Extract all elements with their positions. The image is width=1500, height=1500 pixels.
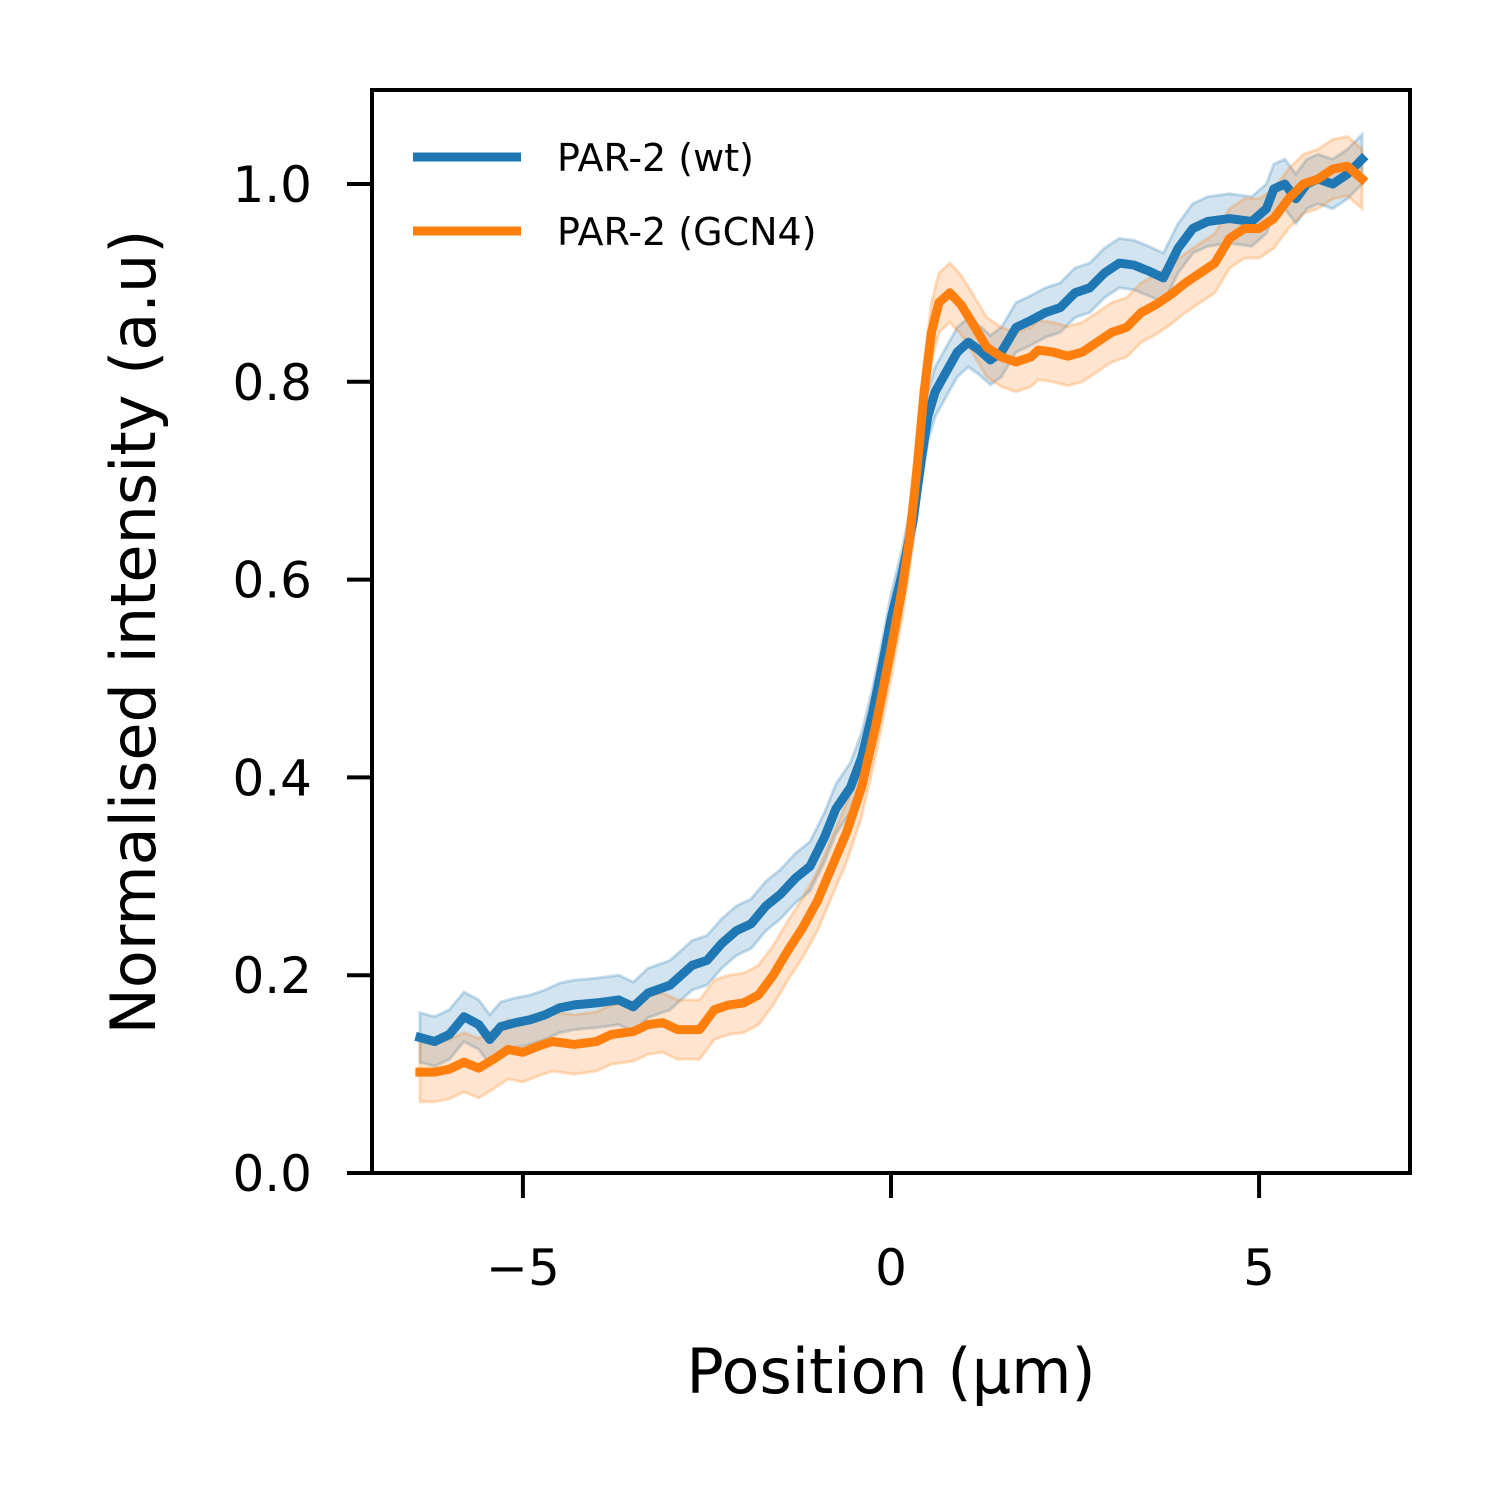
series-lines <box>414 152 1369 1077</box>
legend: PAR-2 (wt) PAR-2 (GCN4) <box>413 136 817 254</box>
x-tick-label: 0 <box>875 1239 907 1297</box>
x-axis-label: Position (μm) <box>686 1335 1095 1408</box>
legend-label-1: PAR-2 (wt) <box>557 136 754 180</box>
legend-label-2: PAR-2 (GCN4) <box>557 210 817 254</box>
y-axis: 0.0 0.2 0.4 0.6 0.8 1.0 <box>232 156 372 1203</box>
y-tick-label: 0.2 <box>232 947 312 1005</box>
y-tick-label: 1.0 <box>232 156 312 214</box>
y-axis-label: Normalised intensity (a.u) <box>97 230 170 1035</box>
y-tick-label: 0.8 <box>232 354 312 412</box>
x-tick-label: 5 <box>1243 1239 1275 1297</box>
series-line-1 <box>414 152 1369 1046</box>
x-axis: −5 0 5 <box>486 1173 1275 1297</box>
y-tick-label: 0.4 <box>232 749 312 807</box>
series-line-2 <box>415 161 1369 1077</box>
x-tick-label: −5 <box>486 1239 560 1297</box>
y-tick-label: 0.6 <box>232 552 312 610</box>
y-tick-label: 0.0 <box>232 1145 312 1203</box>
